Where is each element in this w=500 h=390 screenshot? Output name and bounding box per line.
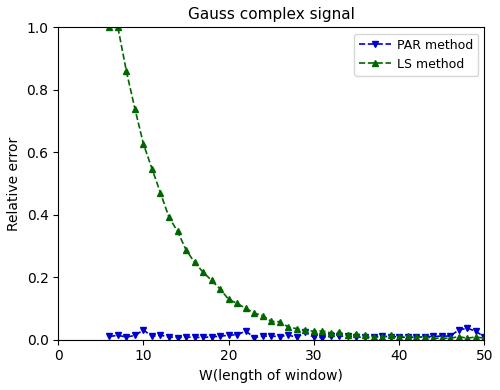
PAR method xyxy=(336,334,342,339)
LS method xyxy=(345,333,351,338)
PAR method xyxy=(422,335,428,339)
PAR method xyxy=(473,329,479,333)
LS method xyxy=(482,336,488,340)
PAR method xyxy=(311,335,317,340)
LS method xyxy=(174,229,180,234)
LS method xyxy=(286,325,292,330)
LS method xyxy=(226,297,232,302)
X-axis label: W(length of window): W(length of window) xyxy=(200,369,343,383)
PAR method xyxy=(251,335,257,340)
PAR method xyxy=(286,333,292,337)
PAR method xyxy=(158,333,164,337)
LS method xyxy=(200,270,206,275)
PAR method xyxy=(413,335,419,340)
LS method xyxy=(302,328,308,333)
LS method xyxy=(242,306,248,311)
PAR method xyxy=(438,334,444,339)
PAR method xyxy=(166,335,172,339)
LS method xyxy=(456,334,462,339)
LS method xyxy=(354,332,360,337)
LS method xyxy=(208,278,214,283)
LS method xyxy=(183,248,189,252)
LS method xyxy=(158,191,164,195)
PAR method xyxy=(140,328,146,332)
LS method xyxy=(388,333,394,337)
LS method xyxy=(115,25,121,30)
PAR method xyxy=(208,335,214,339)
LS method xyxy=(268,319,274,324)
Line: LS method: LS method xyxy=(106,24,488,342)
LS method xyxy=(260,313,266,318)
PAR method xyxy=(482,335,488,339)
PAR method xyxy=(277,334,283,339)
LS method xyxy=(251,311,257,316)
PAR method xyxy=(345,333,351,338)
Title: Gauss complex signal: Gauss complex signal xyxy=(188,7,354,22)
LS method xyxy=(166,215,172,220)
LS method xyxy=(336,330,342,335)
LS method xyxy=(422,335,428,339)
LS method xyxy=(192,260,198,265)
PAR method xyxy=(430,334,436,339)
PAR method xyxy=(200,335,206,340)
PAR method xyxy=(404,335,410,340)
PAR method xyxy=(362,335,368,340)
PAR method xyxy=(302,330,308,335)
PAR method xyxy=(124,335,130,339)
PAR method xyxy=(328,334,334,339)
Line: PAR method: PAR method xyxy=(106,325,488,341)
Legend: PAR method, LS method: PAR method, LS method xyxy=(354,34,478,76)
LS method xyxy=(379,335,385,340)
LS method xyxy=(370,335,376,339)
LS method xyxy=(277,319,283,324)
PAR method xyxy=(320,335,326,340)
PAR method xyxy=(132,333,138,338)
LS method xyxy=(140,142,146,146)
LS method xyxy=(396,335,402,339)
PAR method xyxy=(268,334,274,339)
LS method xyxy=(311,329,317,333)
LS method xyxy=(132,106,138,111)
PAR method xyxy=(234,333,240,337)
LS method xyxy=(328,331,334,335)
PAR method xyxy=(370,335,376,339)
PAR method xyxy=(226,333,232,337)
PAR method xyxy=(388,334,394,339)
PAR method xyxy=(183,335,189,339)
LS method xyxy=(447,336,453,340)
LS method xyxy=(106,25,112,30)
PAR method xyxy=(456,328,462,332)
LS method xyxy=(413,335,419,339)
LS method xyxy=(294,326,300,331)
PAR method xyxy=(149,334,155,339)
LS method xyxy=(464,336,470,340)
LS method xyxy=(438,336,444,340)
PAR method xyxy=(260,334,266,339)
LS method xyxy=(430,336,436,340)
PAR method xyxy=(174,335,180,340)
PAR method xyxy=(396,335,402,339)
PAR method xyxy=(115,333,121,338)
LS method xyxy=(124,69,130,74)
LS method xyxy=(217,287,223,291)
LS method xyxy=(362,333,368,337)
PAR method xyxy=(354,335,360,339)
Y-axis label: Relative error: Relative error xyxy=(7,136,21,230)
LS method xyxy=(404,333,410,338)
LS method xyxy=(149,166,155,171)
PAR method xyxy=(447,334,453,339)
PAR method xyxy=(106,334,112,339)
PAR method xyxy=(192,335,198,340)
PAR method xyxy=(242,329,248,333)
LS method xyxy=(234,301,240,306)
PAR method xyxy=(464,326,470,331)
LS method xyxy=(473,335,479,339)
PAR method xyxy=(379,334,385,339)
PAR method xyxy=(294,335,300,340)
LS method xyxy=(320,329,326,333)
PAR method xyxy=(217,334,223,339)
